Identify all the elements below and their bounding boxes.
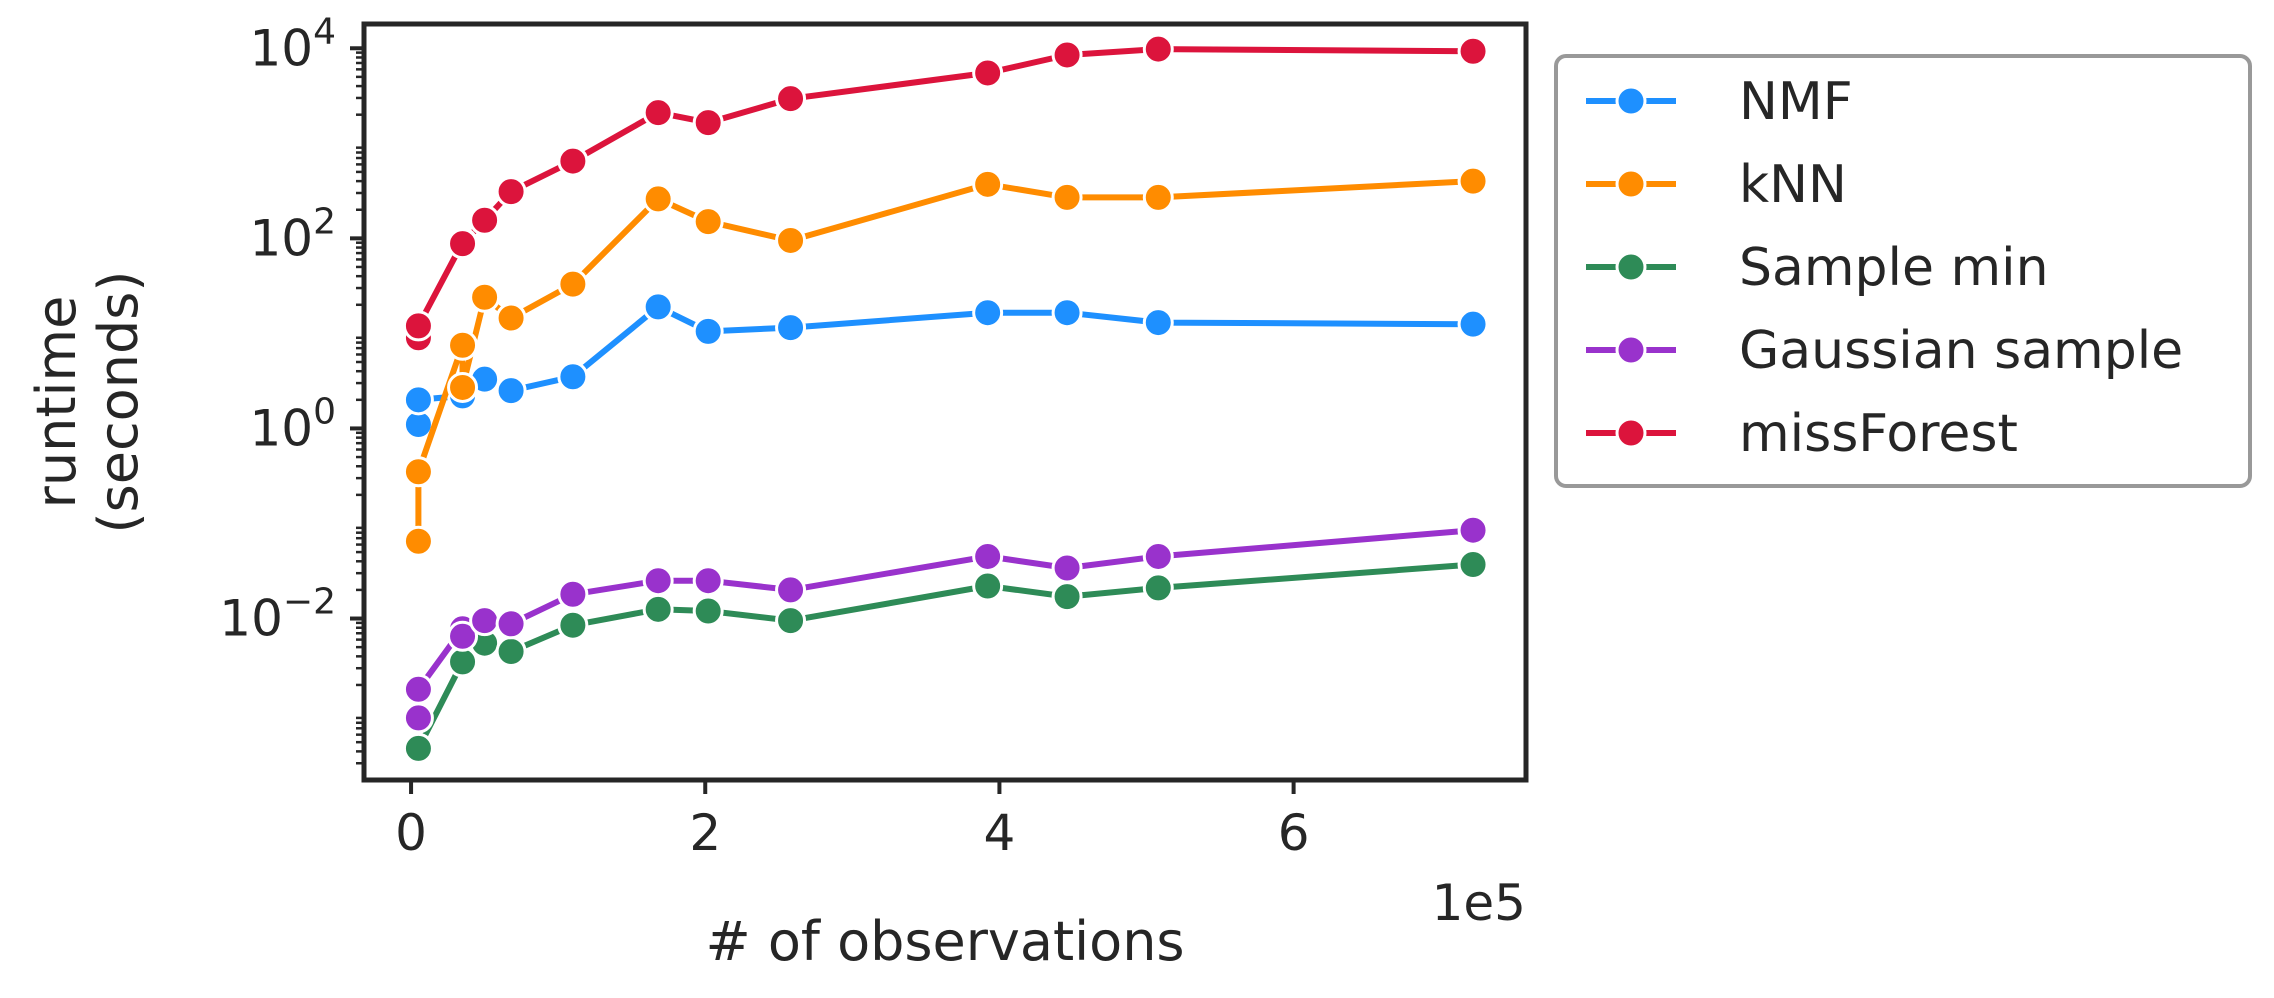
- x-tick-label: 6: [1278, 804, 1310, 862]
- legend-item-nmf: NMF: [1586, 72, 1853, 132]
- data-point-missforest: [1457, 35, 1489, 67]
- y-tick-label: 100: [249, 391, 336, 457]
- data-point-knn: [1051, 181, 1083, 213]
- data-point-gaussian-sample: [402, 702, 434, 734]
- legend-label: missForest: [1739, 404, 2018, 464]
- series-knn: [402, 165, 1489, 557]
- data-point-knn: [692, 206, 724, 238]
- data-point-sample-min: [692, 595, 724, 627]
- data-point-knn: [469, 281, 501, 313]
- legend-marker: [1615, 251, 1647, 283]
- series-missforest: [402, 33, 1489, 354]
- data-point-knn: [495, 302, 527, 334]
- data-point-knn: [1142, 181, 1174, 213]
- data-point-sample-min: [402, 732, 434, 764]
- axes: 0 2 4 6 10−2 100 102 104 1e5 # of observations run…: [25, 11, 1529, 973]
- legend-marker: [1615, 334, 1647, 366]
- data-point-knn: [402, 456, 434, 488]
- data-point-nmf: [775, 312, 807, 344]
- series-gaussian-sample: [402, 514, 1489, 734]
- y-tick-label: 10−2: [219, 582, 336, 648]
- data-point-missforest: [1142, 33, 1174, 65]
- data-point-sample-min: [1142, 572, 1174, 604]
- y-axis-title-line: runtime: [25, 296, 88, 509]
- x-tick-label: 4: [984, 804, 1016, 862]
- legend-item-knn: kNN: [1586, 155, 1847, 215]
- data-point-nmf: [1142, 307, 1174, 339]
- data-point-gaussian-sample: [692, 565, 724, 597]
- legend-item-missforest: missForest: [1586, 404, 2018, 464]
- legend-label: Gaussian sample: [1739, 321, 2183, 381]
- y-tick-label: 104: [249, 11, 336, 77]
- plot-frame: [361, 21, 1529, 783]
- data-point-nmf: [1457, 308, 1489, 340]
- data-point-knn: [642, 183, 674, 215]
- data-point-missforest: [557, 145, 589, 177]
- data-point-nmf: [495, 375, 527, 407]
- legend-item-gaussian-sample: Gaussian sample: [1586, 321, 2183, 381]
- legend-marker: [1615, 85, 1647, 117]
- data-point-gaussian-sample: [972, 540, 1004, 572]
- data-point-gaussian-sample: [495, 608, 527, 640]
- data-point-nmf: [642, 291, 674, 323]
- plot-area: [402, 33, 1489, 764]
- data-point-missforest: [447, 228, 479, 260]
- data-point-sample-min: [495, 635, 527, 667]
- legend-item-sample-min: Sample min: [1586, 238, 2049, 298]
- legend-marker: [1615, 417, 1647, 449]
- data-point-gaussian-sample: [469, 605, 501, 637]
- y-axis-title-line: (seconds): [87, 271, 150, 534]
- data-point-gaussian-sample: [1457, 514, 1489, 546]
- data-point-gaussian-sample: [775, 574, 807, 606]
- series-nmf: [402, 291, 1489, 441]
- data-point-knn: [1457, 165, 1489, 197]
- data-point-nmf: [557, 361, 589, 393]
- data-point-missforest: [469, 204, 501, 236]
- legend-label: NMF: [1739, 72, 1853, 132]
- legend-marker: [1615, 168, 1647, 200]
- data-point-knn: [557, 268, 589, 300]
- y-tick-label: 102: [249, 201, 336, 267]
- data-point-missforest: [972, 57, 1004, 89]
- data-point-missforest: [642, 97, 674, 129]
- data-point-missforest: [775, 83, 807, 115]
- data-point-gaussian-sample: [1142, 540, 1174, 572]
- data-point-sample-min: [1051, 581, 1083, 613]
- data-point-sample-min: [642, 593, 674, 625]
- data-point-knn: [447, 371, 479, 403]
- data-point-knn: [402, 525, 434, 557]
- data-point-missforest: [402, 310, 434, 342]
- data-point-nmf: [692, 315, 724, 347]
- data-point-gaussian-sample: [447, 620, 479, 652]
- data-point-sample-min: [557, 609, 589, 641]
- x-offset-label: 1e5: [1432, 874, 1526, 932]
- x-tick-label: 0: [395, 804, 427, 862]
- data-point-sample-min: [775, 605, 807, 637]
- legend-frame: [1554, 54, 2252, 488]
- data-point-sample-min: [1457, 549, 1489, 581]
- data-point-gaussian-sample: [557, 578, 589, 610]
- legend-label: kNN: [1739, 155, 1847, 215]
- data-point-missforest: [495, 176, 527, 208]
- data-point-knn: [775, 224, 807, 256]
- data-point-gaussian-sample: [1051, 552, 1083, 584]
- data-point-sample-min: [972, 570, 1004, 602]
- series-line-knn: [415, 178, 1476, 545]
- data-point-knn: [972, 168, 1004, 200]
- data-point-gaussian-sample: [402, 673, 434, 705]
- data-point-nmf: [972, 297, 1004, 329]
- data-point-missforest: [692, 107, 724, 139]
- data-point-missforest: [1051, 39, 1083, 71]
- data-point-knn: [447, 329, 479, 361]
- data-point-nmf: [402, 384, 434, 416]
- data-point-nmf: [1051, 297, 1083, 329]
- data-point-gaussian-sample: [642, 565, 674, 597]
- legend: NMF kNN Sample min Gaussian sample missFores…: [1554, 54, 2252, 488]
- legend-label: Sample min: [1739, 238, 2049, 298]
- x-axis-title: # of observations: [705, 910, 1184, 973]
- x-tick-label: 2: [689, 804, 721, 862]
